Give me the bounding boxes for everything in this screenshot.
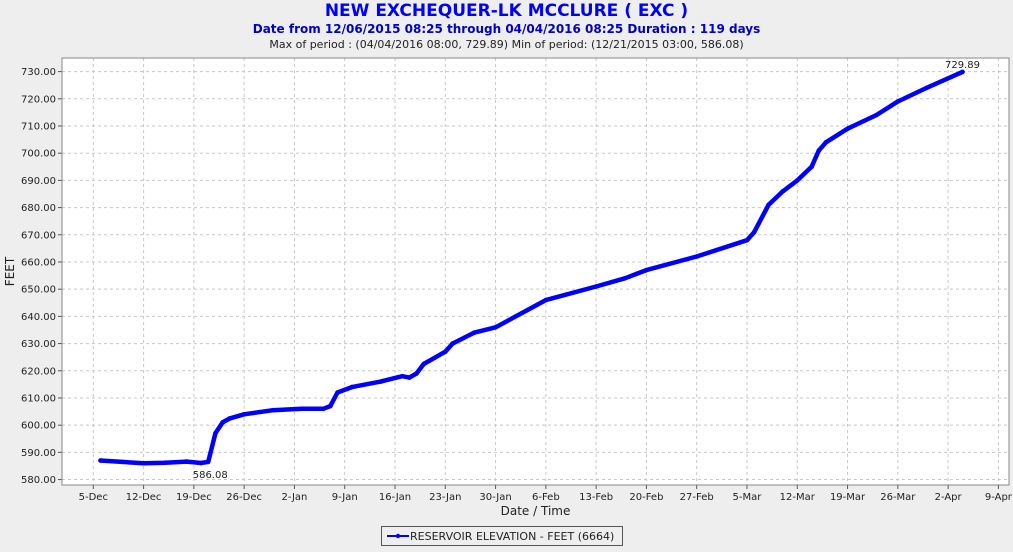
data-point — [407, 375, 412, 380]
data-point — [320, 406, 326, 412]
data-point — [335, 390, 340, 395]
y-tick-label: 690.00 — [21, 176, 56, 187]
data-point — [328, 403, 333, 409]
x-tick-label: 12-Dec — [126, 492, 162, 503]
data-point — [213, 431, 218, 436]
data-point — [960, 69, 965, 75]
data-point — [809, 164, 814, 170]
data-point — [766, 202, 771, 208]
data-point — [823, 140, 829, 145]
data-point — [694, 254, 699, 259]
data-point — [471, 330, 477, 335]
data-point — [816, 148, 822, 153]
data-point — [493, 324, 498, 330]
y-tick-label: 730.00 — [21, 67, 56, 78]
plot-border — [61, 57, 1010, 486]
period-extremes: Max of period : (04/04/2016 08:00, 729.8… — [269, 38, 744, 51]
data-point — [543, 297, 549, 303]
x-tick-label: 27-Feb — [680, 492, 714, 503]
y-tick-label: 630.00 — [21, 339, 56, 350]
y-tick-label: 580.00 — [21, 475, 56, 486]
y-tick-label: 600.00 — [21, 421, 56, 432]
x-tick-label: 5-Dec — [79, 492, 108, 503]
data-point — [198, 460, 204, 466]
data-point — [442, 349, 448, 355]
y-tick-label: 590.00 — [21, 448, 56, 459]
data-point — [622, 275, 628, 281]
data-point — [593, 284, 599, 289]
data-point — [270, 407, 276, 413]
data-point — [924, 85, 929, 91]
data-point — [205, 459, 211, 465]
x-tick-label: 16-Jan — [379, 492, 411, 503]
x-tick-label: 2-Jan — [281, 492, 307, 503]
x-tick-label: 5-Mar — [733, 492, 763, 503]
x-axis-label: Date / Time — [501, 504, 571, 518]
y-tick-label: 660.00 — [21, 257, 56, 268]
x-tick-label: 2-Apr — [935, 492, 963, 503]
data-point — [98, 458, 103, 463]
data-point — [780, 188, 786, 194]
x-tick-label: 9-Jan — [332, 492, 358, 503]
y-tick-label: 700.00 — [21, 149, 56, 160]
data-point — [241, 411, 247, 417]
y-tick-label: 670.00 — [21, 230, 56, 241]
data-point — [895, 99, 901, 104]
data-point — [414, 371, 419, 376]
data-point — [220, 420, 225, 425]
y-tick-label: 680.00 — [21, 203, 56, 214]
data-point — [450, 341, 455, 346]
chart-title: NEW EXCHEQUER-LK MCCLURE ( EXC ) — [324, 1, 689, 21]
data-point — [184, 459, 189, 464]
data-point — [845, 126, 850, 132]
x-tick-label: 23-Jan — [429, 492, 461, 503]
data-point — [349, 384, 355, 390]
data-point — [399, 373, 405, 379]
y-axis-label: FEET — [3, 256, 17, 286]
x-tick-label: 9-Apr — [985, 492, 1013, 503]
data-point — [227, 416, 233, 421]
data-point — [421, 361, 427, 367]
x-tick-label: 30-Jan — [479, 492, 511, 503]
x-tick-label: 26-Mar — [880, 492, 916, 503]
data-point — [744, 237, 750, 243]
plot-area — [62, 58, 1009, 485]
data-point — [751, 229, 757, 235]
legend: RESERVOIR ELEVATION - FEET (6664) — [381, 526, 623, 546]
legend-series-label: RESERVOIR ELEVATION - FEET (6664) — [410, 530, 615, 543]
x-tick-label: 19-Dec — [176, 492, 212, 503]
data-point — [378, 379, 383, 384]
data-point — [644, 267, 649, 273]
legend-series-symbol — [387, 533, 409, 539]
data-point — [299, 406, 304, 412]
x-tick-label: 13-Feb — [579, 492, 613, 503]
y-tick-label: 620.00 — [21, 366, 56, 377]
y-tick-label: 650.00 — [21, 285, 56, 296]
point-annotation: 729.89 — [945, 60, 980, 71]
x-tick-label: 26-Dec — [226, 492, 262, 503]
point-annotation: 586.08 — [193, 470, 228, 481]
data-point — [162, 460, 168, 465]
x-tick-label: 20-Feb — [629, 492, 663, 503]
y-tick-label: 720.00 — [21, 94, 56, 105]
y-tick-label: 610.00 — [21, 393, 56, 404]
data-point — [794, 178, 800, 183]
x-tick-label: 12-Mar — [780, 492, 816, 503]
data-point — [873, 112, 879, 118]
chart-subtitle: Date from 12/06/2015 08:25 through 04/04… — [252, 22, 761, 36]
x-tick-label: 6-Feb — [532, 492, 560, 503]
data-point — [119, 459, 125, 465]
y-tick-label: 710.00 — [21, 121, 56, 132]
y-tick-label: 640.00 — [21, 312, 56, 323]
data-point — [141, 460, 146, 466]
x-tick-label: 19-Mar — [830, 492, 866, 503]
